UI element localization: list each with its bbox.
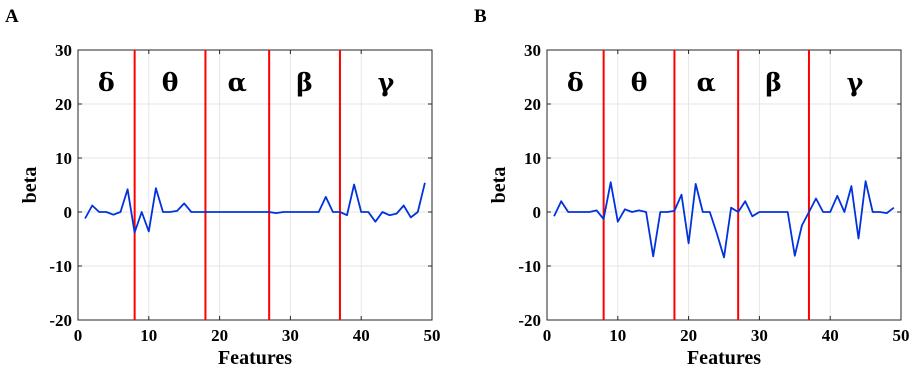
x-tick-label: 40 bbox=[822, 326, 839, 345]
x-tick-label: 40 bbox=[353, 326, 370, 345]
y-axis-label: beta bbox=[19, 167, 41, 204]
y-tick-label: -10 bbox=[49, 257, 72, 276]
x-axis-label: Features bbox=[218, 347, 292, 369]
x-tick-label: 20 bbox=[680, 326, 697, 345]
panel-letter-b: B bbox=[474, 6, 487, 27]
chart-b-svg: 0 10 20 30 40 50 -20 -10 0 10 20 30 Features beta δ θ α β… bbox=[488, 41, 910, 369]
panel-letter-a: A bbox=[5, 6, 19, 27]
y-tick-label: 10 bbox=[524, 149, 541, 168]
x-tick-label: 20 bbox=[211, 326, 228, 345]
band-label: θ bbox=[162, 68, 179, 97]
y-tick-label: 30 bbox=[524, 41, 541, 60]
y-tick-label: -10 bbox=[518, 257, 541, 276]
y-tick-label: 20 bbox=[55, 95, 72, 114]
y-axis-label: beta bbox=[488, 167, 510, 204]
chart-panel-a: A 0 10 20 30 40 50 -20 -10 0 10 20 30 Features beta δ θ… bbox=[0, 0, 460, 379]
band-label: β bbox=[765, 68, 782, 97]
x-tick-label: 10 bbox=[140, 326, 157, 345]
band-label: α bbox=[228, 68, 247, 97]
band-label: β bbox=[296, 68, 313, 97]
x-tick-label: 30 bbox=[282, 326, 299, 345]
y-tick-label: 10 bbox=[55, 149, 72, 168]
plot-frame bbox=[77, 49, 433, 321]
band-label: δ bbox=[567, 68, 584, 97]
x-axis-label: Features bbox=[687, 347, 761, 369]
x-tick-label: 30 bbox=[751, 326, 768, 345]
x-tick-label: 0 bbox=[74, 326, 83, 345]
band-label: θ bbox=[631, 68, 648, 97]
y-tick-label: -20 bbox=[518, 311, 541, 330]
band-label: γ bbox=[847, 68, 864, 97]
band-label: α bbox=[697, 68, 716, 97]
beta-series-line bbox=[84, 182, 426, 234]
chart-panel-b: B 0 10 20 30 40 50 -20 -10 0 10 20 30 Features beta δ θ… bbox=[461, 0, 921, 379]
y-tick-label: 0 bbox=[533, 203, 542, 222]
y-tick-label: 30 bbox=[55, 41, 72, 60]
plot-frame bbox=[546, 49, 902, 321]
beta-series-line bbox=[553, 180, 895, 259]
y-tick-label: -20 bbox=[49, 311, 72, 330]
y-tick-label: 0 bbox=[64, 203, 73, 222]
x-tick-label: 50 bbox=[424, 326, 441, 345]
x-tick-label: 50 bbox=[893, 326, 910, 345]
x-tick-label: 0 bbox=[543, 326, 552, 345]
chart-a-svg: 0 10 20 30 40 50 -20 -10 0 10 20 30 Features beta δ θ α β… bbox=[19, 41, 441, 369]
band-label: δ bbox=[98, 68, 115, 97]
y-tick-label: 20 bbox=[524, 95, 541, 114]
x-tick-label: 10 bbox=[609, 326, 626, 345]
band-label: γ bbox=[378, 68, 395, 97]
